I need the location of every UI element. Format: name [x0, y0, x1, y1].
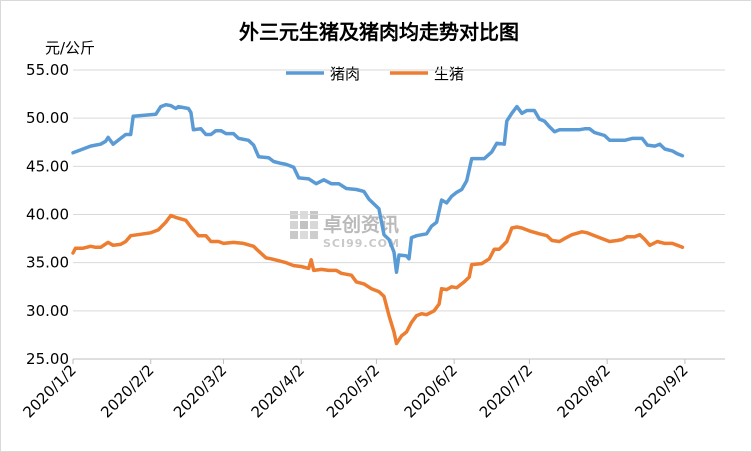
x-tick-label: 2020/4/2	[248, 361, 308, 421]
x-tick-label: 2020/8/2	[554, 361, 614, 421]
x-tick-label: 2020/5/2	[323, 361, 383, 421]
x-tick-label: 2020/2/2	[97, 361, 157, 421]
y-tick-label: 30.00	[26, 302, 69, 320]
x-tick-label: 2020/3/2	[170, 361, 230, 421]
x-tick-label: 2020/6/2	[401, 361, 461, 421]
x-tick-label: 2020/1/2	[19, 361, 79, 421]
y-tick-label: 55.00	[26, 61, 69, 79]
x-tick-label: 2020/9/2	[631, 361, 691, 421]
x-axis: 2020/1/2 2020/2/2 2020/3/2 2020/4/2 2020/5/2…	[19, 358, 725, 421]
legend-label-live-hog: 生猪	[434, 65, 464, 83]
series-line-pork	[71, 102, 685, 275]
watermark-site: SCI99.COM	[323, 237, 400, 250]
chart-title: 外三元生猪及猪肉均走势对比图	[239, 20, 519, 44]
legend-label-pork: 猪肉	[330, 65, 360, 83]
watermark-logo-icon	[290, 211, 318, 239]
series-layer	[71, 102, 685, 346]
y-tick-label: 35.00	[26, 254, 69, 272]
y-axis-ticks: 25.00 30.00 35.00 40.00 45.00 50.00 55.00	[26, 61, 69, 368]
y-tick-label: 25.00	[26, 350, 69, 368]
legend: 猪肉 生猪	[286, 65, 464, 83]
series-line-live-hog	[71, 213, 685, 346]
y-tick-label: 40.00	[26, 206, 69, 224]
y-tick-label: 45.00	[26, 157, 69, 175]
x-tick-label: 2020/7/2	[476, 361, 536, 421]
y-tick-label: 50.00	[26, 109, 69, 127]
y-axis-unit: 元/公斤	[45, 39, 95, 57]
watermark-brand: 卓创资讯	[323, 213, 399, 236]
